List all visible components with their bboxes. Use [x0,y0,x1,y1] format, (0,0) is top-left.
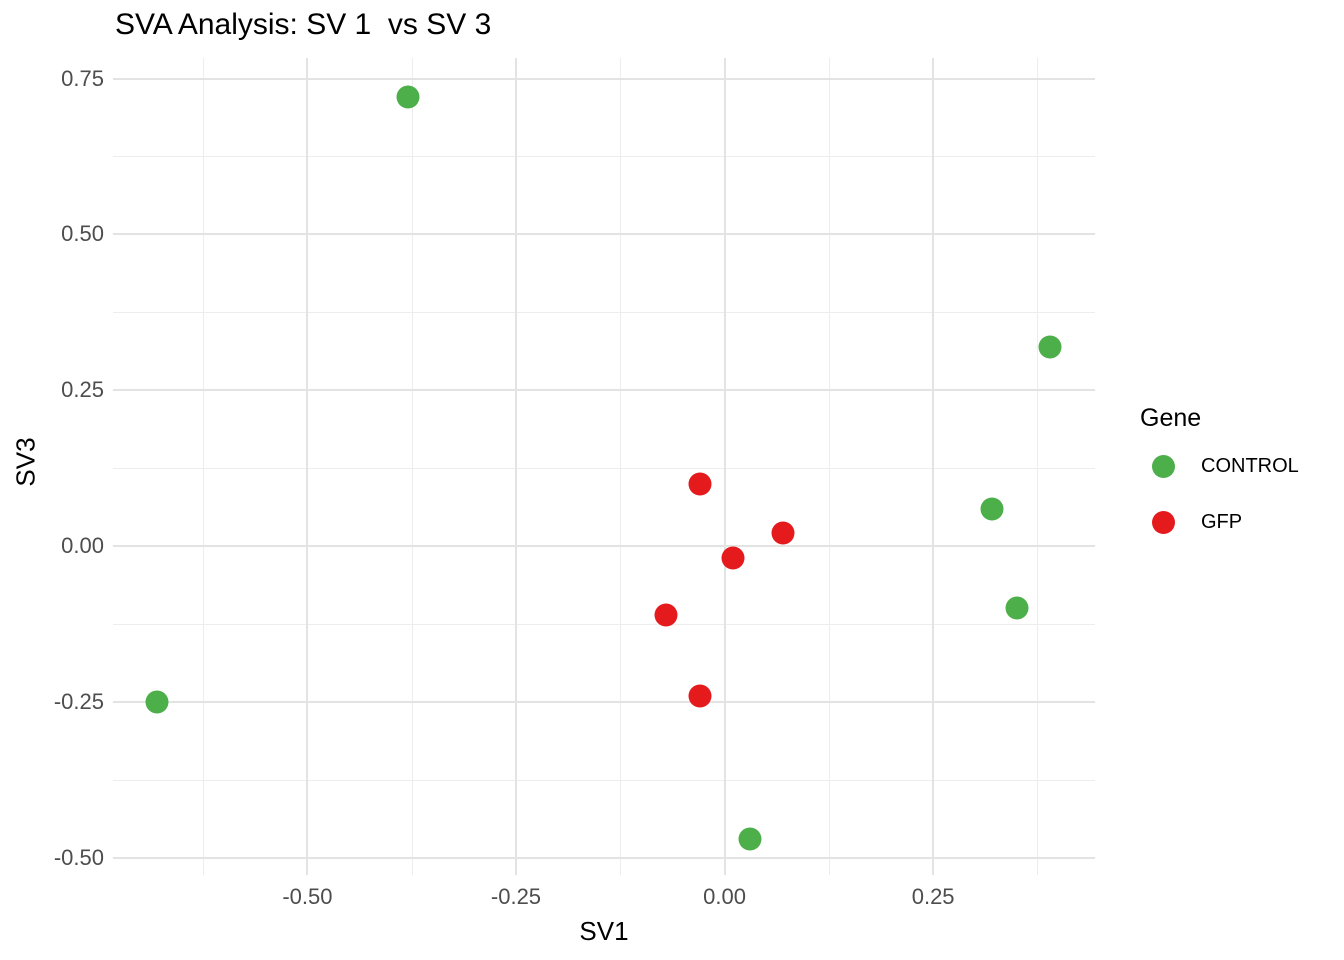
data-point-gfp [771,521,795,545]
legend-label: CONTROL [1201,454,1299,477]
y-tick-label: 0.75 [61,65,104,91]
gridline-y-major [113,77,1095,80]
y-tick-label: -0.25 [53,688,104,714]
data-point-control [145,690,169,714]
y-tick-label: 0.50 [61,221,104,247]
gridline-y-major [113,544,1095,547]
x-axis-title: SV1 [579,916,629,946]
chart-title: SVA Analysis: SV 1 vs SV 3 [115,8,492,41]
legend-swatch-gfp-icon [1152,510,1175,534]
legend: Gene CONTROL GFP [1140,404,1299,534]
gridline-y-minor [113,312,1095,314]
x-tick-label: -0.50 [282,884,333,909]
y-tick-label: -0.50 [53,844,104,870]
y-axis-title: SV3 [10,437,41,487]
gridline-x-major [514,58,517,875]
gridline-y-major [113,233,1095,236]
plot-panel [113,58,1095,875]
data-point-control [738,827,762,851]
x-tick-label: 0.00 [703,884,746,909]
x-tick-label: 0.25 [911,884,955,909]
y-tick-label: 0.00 [61,532,104,558]
x-tick-label: -0.25 [490,884,542,909]
legend-swatch-control-icon [1152,454,1175,478]
gridline-y-major [113,700,1095,703]
gridline-y-minor [113,468,1095,470]
legend-item-control: CONTROL [1140,451,1299,481]
data-point-control [1005,596,1029,620]
data-point-gfp [688,472,712,496]
gridline-x-minor [1037,58,1039,875]
gridline-y-major [113,389,1095,392]
gridline-x-minor [411,58,413,875]
gridline-x-minor [203,58,205,875]
gridline-x-minor [620,58,622,875]
legend-title: Gene [1140,404,1202,432]
gridline-x-major [723,58,726,875]
data-point-control [396,85,420,109]
data-point-control [1038,335,1062,359]
gridline-y-minor [113,623,1095,625]
gridline-x-major [932,58,935,875]
gridline-y-major [113,856,1095,859]
y-tick-label: 0.25 [61,377,104,403]
data-point-gfp [654,603,678,626]
gridline-x-major [306,58,309,875]
gridline-y-minor [113,156,1095,158]
gridline-y-minor [113,779,1095,781]
data-point-gfp [721,546,745,570]
legend-label: GFP [1201,510,1243,533]
legend-item-gfp: GFP [1140,507,1242,537]
data-point-gfp [688,684,712,708]
gridline-x-minor [828,58,830,875]
data-point-control [980,497,1004,521]
